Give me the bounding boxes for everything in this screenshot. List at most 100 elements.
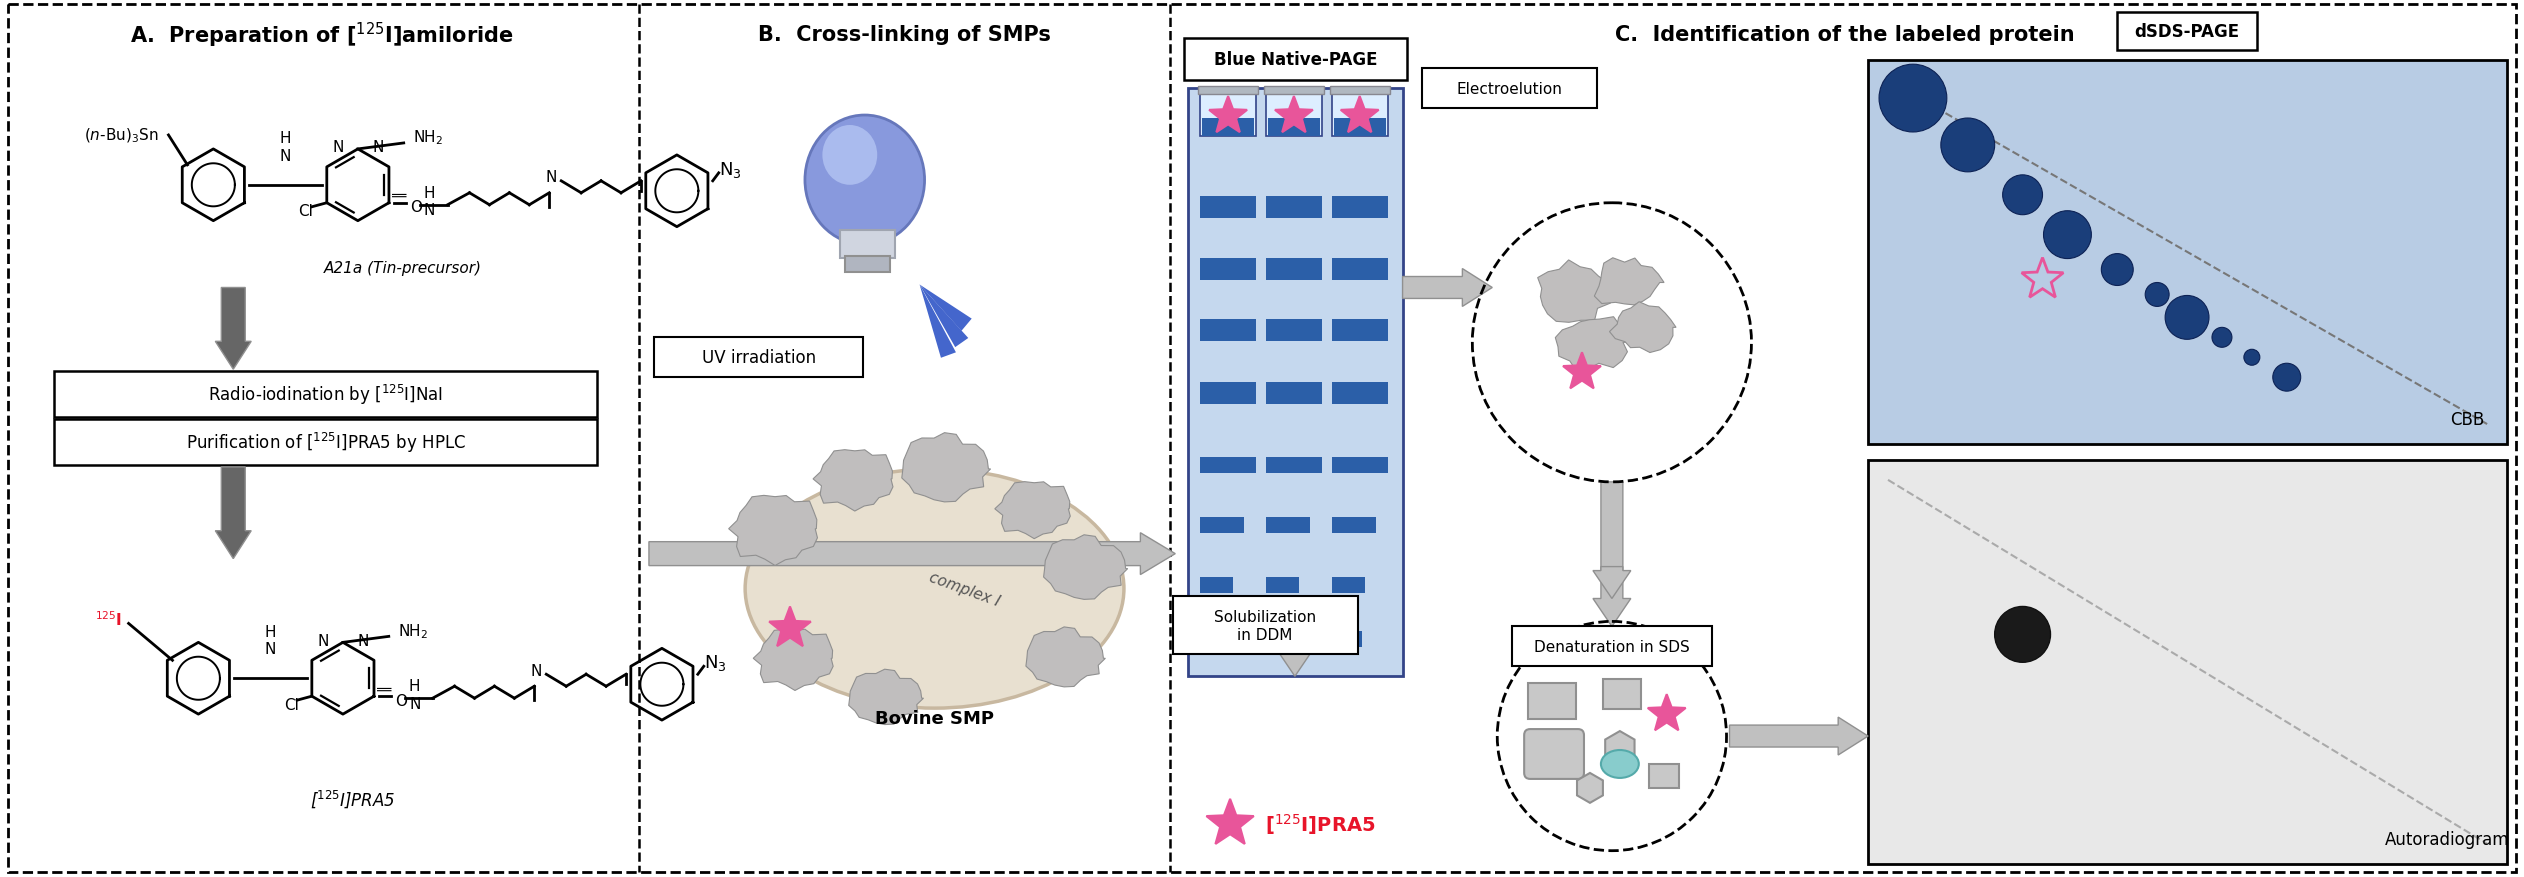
Text: [$^{125}$I]PRA5: [$^{125}$I]PRA5 xyxy=(310,788,396,809)
Text: A.  Preparation of [$^{125}$I]amiloride: A. Preparation of [$^{125}$I]amiloride xyxy=(129,21,512,50)
Bar xyxy=(1189,89,1403,676)
Bar xyxy=(1333,458,1388,474)
Circle shape xyxy=(2166,296,2208,340)
Text: N: N xyxy=(318,633,328,648)
Ellipse shape xyxy=(1600,750,1638,778)
Bar xyxy=(1330,87,1391,95)
Text: NH$_2$: NH$_2$ xyxy=(399,621,429,640)
Bar xyxy=(1201,95,1257,137)
Bar xyxy=(2118,13,2256,51)
Polygon shape xyxy=(1025,627,1106,687)
Polygon shape xyxy=(1648,695,1686,731)
Polygon shape xyxy=(1042,535,1128,600)
Polygon shape xyxy=(994,482,1070,539)
Text: Radio-iodination by [$^{125}$I]NaI: Radio-iodination by [$^{125}$I]NaI xyxy=(209,382,444,407)
Polygon shape xyxy=(901,433,989,503)
FancyArrow shape xyxy=(649,533,1176,575)
Bar xyxy=(1333,119,1386,137)
Text: N: N xyxy=(358,633,369,648)
FancyArrow shape xyxy=(1403,269,1492,307)
Bar xyxy=(1201,382,1257,404)
Text: dSDS-PAGE: dSDS-PAGE xyxy=(2135,24,2239,41)
Bar xyxy=(1201,458,1257,474)
Text: CBB: CBB xyxy=(2451,410,2484,429)
Bar xyxy=(53,419,598,466)
Text: Cl: Cl xyxy=(283,697,298,712)
Bar xyxy=(1267,119,1320,137)
Text: $(n$-Bu)$_3$Sn: $(n$-Bu)$_3$Sn xyxy=(83,126,159,145)
Bar xyxy=(1201,196,1257,218)
Text: [$^{125}$I]PRA5: [$^{125}$I]PRA5 xyxy=(1265,811,1376,837)
Polygon shape xyxy=(1610,303,1676,353)
Bar xyxy=(1868,460,2506,864)
Text: H
N: H N xyxy=(280,132,290,164)
Text: N$_3$: N$_3$ xyxy=(704,652,727,673)
Text: Electroelution: Electroelution xyxy=(1456,82,1562,96)
Text: N: N xyxy=(530,663,543,678)
Polygon shape xyxy=(1340,97,1378,133)
Bar xyxy=(846,256,888,272)
Bar xyxy=(1201,631,1229,647)
Bar xyxy=(1603,680,1641,709)
Polygon shape xyxy=(1578,773,1603,803)
Ellipse shape xyxy=(745,469,1123,709)
Circle shape xyxy=(2211,328,2231,348)
FancyArrow shape xyxy=(215,289,252,370)
Bar xyxy=(1267,196,1323,218)
Bar xyxy=(1267,517,1310,533)
Text: Denaturation in SDS: Denaturation in SDS xyxy=(1535,639,1689,654)
Text: O: O xyxy=(394,693,406,708)
FancyArrow shape xyxy=(1277,597,1315,676)
Circle shape xyxy=(2145,283,2168,307)
Text: Bovine SMP: Bovine SMP xyxy=(876,709,994,727)
Text: H
N: H N xyxy=(409,679,422,711)
Circle shape xyxy=(2044,211,2092,260)
Bar xyxy=(1333,320,1388,342)
FancyBboxPatch shape xyxy=(1524,730,1585,779)
Circle shape xyxy=(1994,607,2049,662)
Bar xyxy=(1333,517,1376,533)
Polygon shape xyxy=(1537,260,1610,323)
Text: Cl: Cl xyxy=(298,204,313,219)
Bar xyxy=(1201,119,1254,137)
Text: H
N: H N xyxy=(424,186,437,218)
Bar xyxy=(1201,517,1244,533)
Bar xyxy=(1267,631,1295,647)
Bar xyxy=(1267,382,1323,404)
Polygon shape xyxy=(1595,259,1663,305)
Ellipse shape xyxy=(823,126,878,186)
Circle shape xyxy=(1941,119,1994,173)
Bar xyxy=(1267,320,1323,342)
Bar xyxy=(1333,382,1388,404)
Text: C.  Identification of the labeled protein: C. Identification of the labeled protein xyxy=(1615,25,2075,46)
Bar xyxy=(1333,259,1388,280)
Bar xyxy=(1267,259,1323,280)
Polygon shape xyxy=(1275,97,1312,133)
Polygon shape xyxy=(729,496,818,566)
Text: N: N xyxy=(371,140,384,155)
Text: B.  Cross-linking of SMPs: B. Cross-linking of SMPs xyxy=(757,25,1050,46)
Ellipse shape xyxy=(805,116,924,246)
Polygon shape xyxy=(752,630,833,691)
Bar xyxy=(1333,631,1360,647)
Bar xyxy=(1201,259,1257,280)
FancyArrow shape xyxy=(1729,717,1868,755)
Text: NH$_2$: NH$_2$ xyxy=(414,128,442,147)
Bar xyxy=(1174,597,1358,654)
Polygon shape xyxy=(1206,799,1254,844)
Bar xyxy=(1267,458,1323,474)
FancyArrow shape xyxy=(215,467,252,559)
Text: $^{125}$I: $^{125}$I xyxy=(96,610,121,628)
Circle shape xyxy=(1878,65,1946,132)
Text: Blue Native-PAGE: Blue Native-PAGE xyxy=(1214,51,1378,69)
Polygon shape xyxy=(770,607,810,646)
Bar xyxy=(53,372,598,417)
Text: N$_3$: N$_3$ xyxy=(719,160,742,180)
Bar xyxy=(654,338,863,378)
Bar xyxy=(1333,95,1388,137)
Bar xyxy=(1333,577,1365,593)
Polygon shape xyxy=(1605,731,1636,765)
Bar xyxy=(1868,61,2506,445)
Bar xyxy=(1201,320,1257,342)
Text: O: O xyxy=(409,200,422,215)
